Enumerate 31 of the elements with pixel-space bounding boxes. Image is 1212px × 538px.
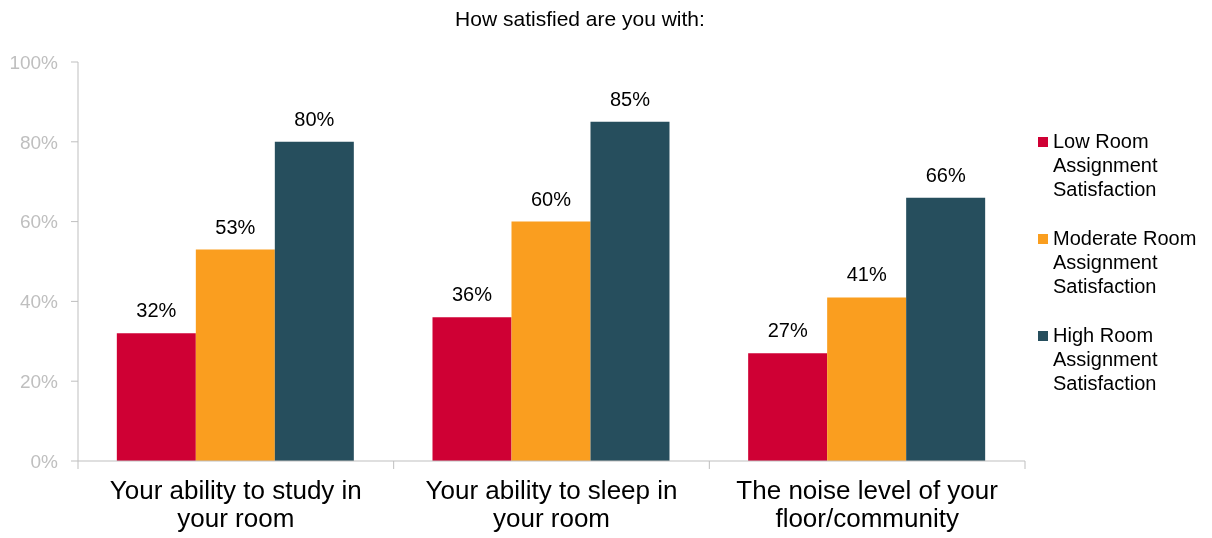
data-label: 80% [294,107,335,130]
bar [511,221,591,461]
bar [274,141,354,461]
legend-label: Moderate Room Assignment Satisfaction [1053,225,1198,298]
x-tick-label: Your ability to study in your room [109,475,362,533]
y-tick-label: 80% [19,131,59,153]
y-tick-label: 100% [9,51,59,73]
bar [116,333,196,461]
y-tick-label: 60% [19,211,59,233]
data-label: 32% [136,299,177,322]
bar [906,197,986,461]
bar [195,249,275,461]
data-label: 85% [609,87,651,110]
bar [432,317,512,461]
y-tick-label: 0% [30,450,59,472]
bar [827,297,907,461]
y-tick-label: 20% [19,370,59,392]
legend-label: High Room Assignment Satisfaction [1053,322,1159,395]
data-label: 41% [846,263,887,286]
y-tick-label: 40% [19,291,59,313]
data-label: 36% [451,283,493,306]
bar [590,121,670,461]
x-tick-label: The noise level of your floor/community [736,475,999,533]
bar [748,353,828,461]
data-label: 27% [767,319,808,342]
x-tick-label: Your ability to sleep in your room [425,475,678,533]
chart-title: How satisfied are you with: [454,7,706,31]
data-label: 53% [215,215,256,238]
data-label: 66% [925,163,966,186]
legend-label: Low Room Assignment Satisfaction [1053,128,1159,201]
data-label: 60% [530,187,572,210]
